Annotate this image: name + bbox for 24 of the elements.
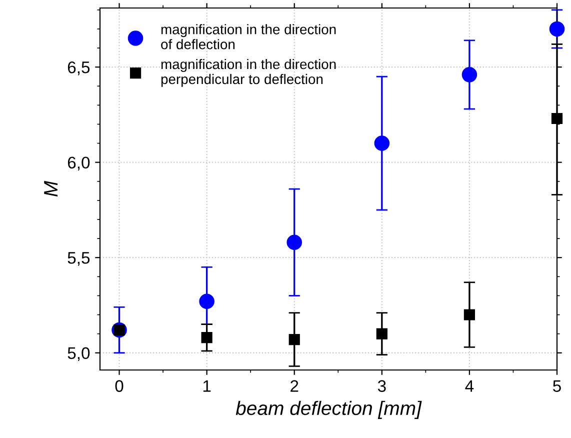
point [374,136,390,151]
y-tick-label: 5,5 [68,252,90,266]
y-tick-label: 6,0 [68,156,90,170]
point [201,332,212,344]
point [464,309,476,320]
legend-label: magnification in the direction perpendicular to deflection [161,58,336,87]
point [549,21,565,37]
x-tick-label: 2 [290,380,298,392]
point [462,67,478,82]
x-tick-label: 1 [203,380,211,392]
point [376,328,388,340]
x-tick-label: 4 [465,380,474,392]
x-axis-title: beam deflection [mm] [236,400,422,419]
y-tick-label: 5,0 [68,347,90,362]
legend-label: magnification in the direction of deflection [161,24,336,50]
x-tick-label: 5 [553,380,561,392]
point [551,112,563,124]
x-tick-label: 3 [378,380,386,392]
point [199,294,214,310]
point [286,234,302,250]
point [288,334,300,346]
y-axis-title: M [44,180,58,196]
y-tick-label: 6,5 [68,61,90,76]
x-tick-label: 0 [115,380,124,392]
